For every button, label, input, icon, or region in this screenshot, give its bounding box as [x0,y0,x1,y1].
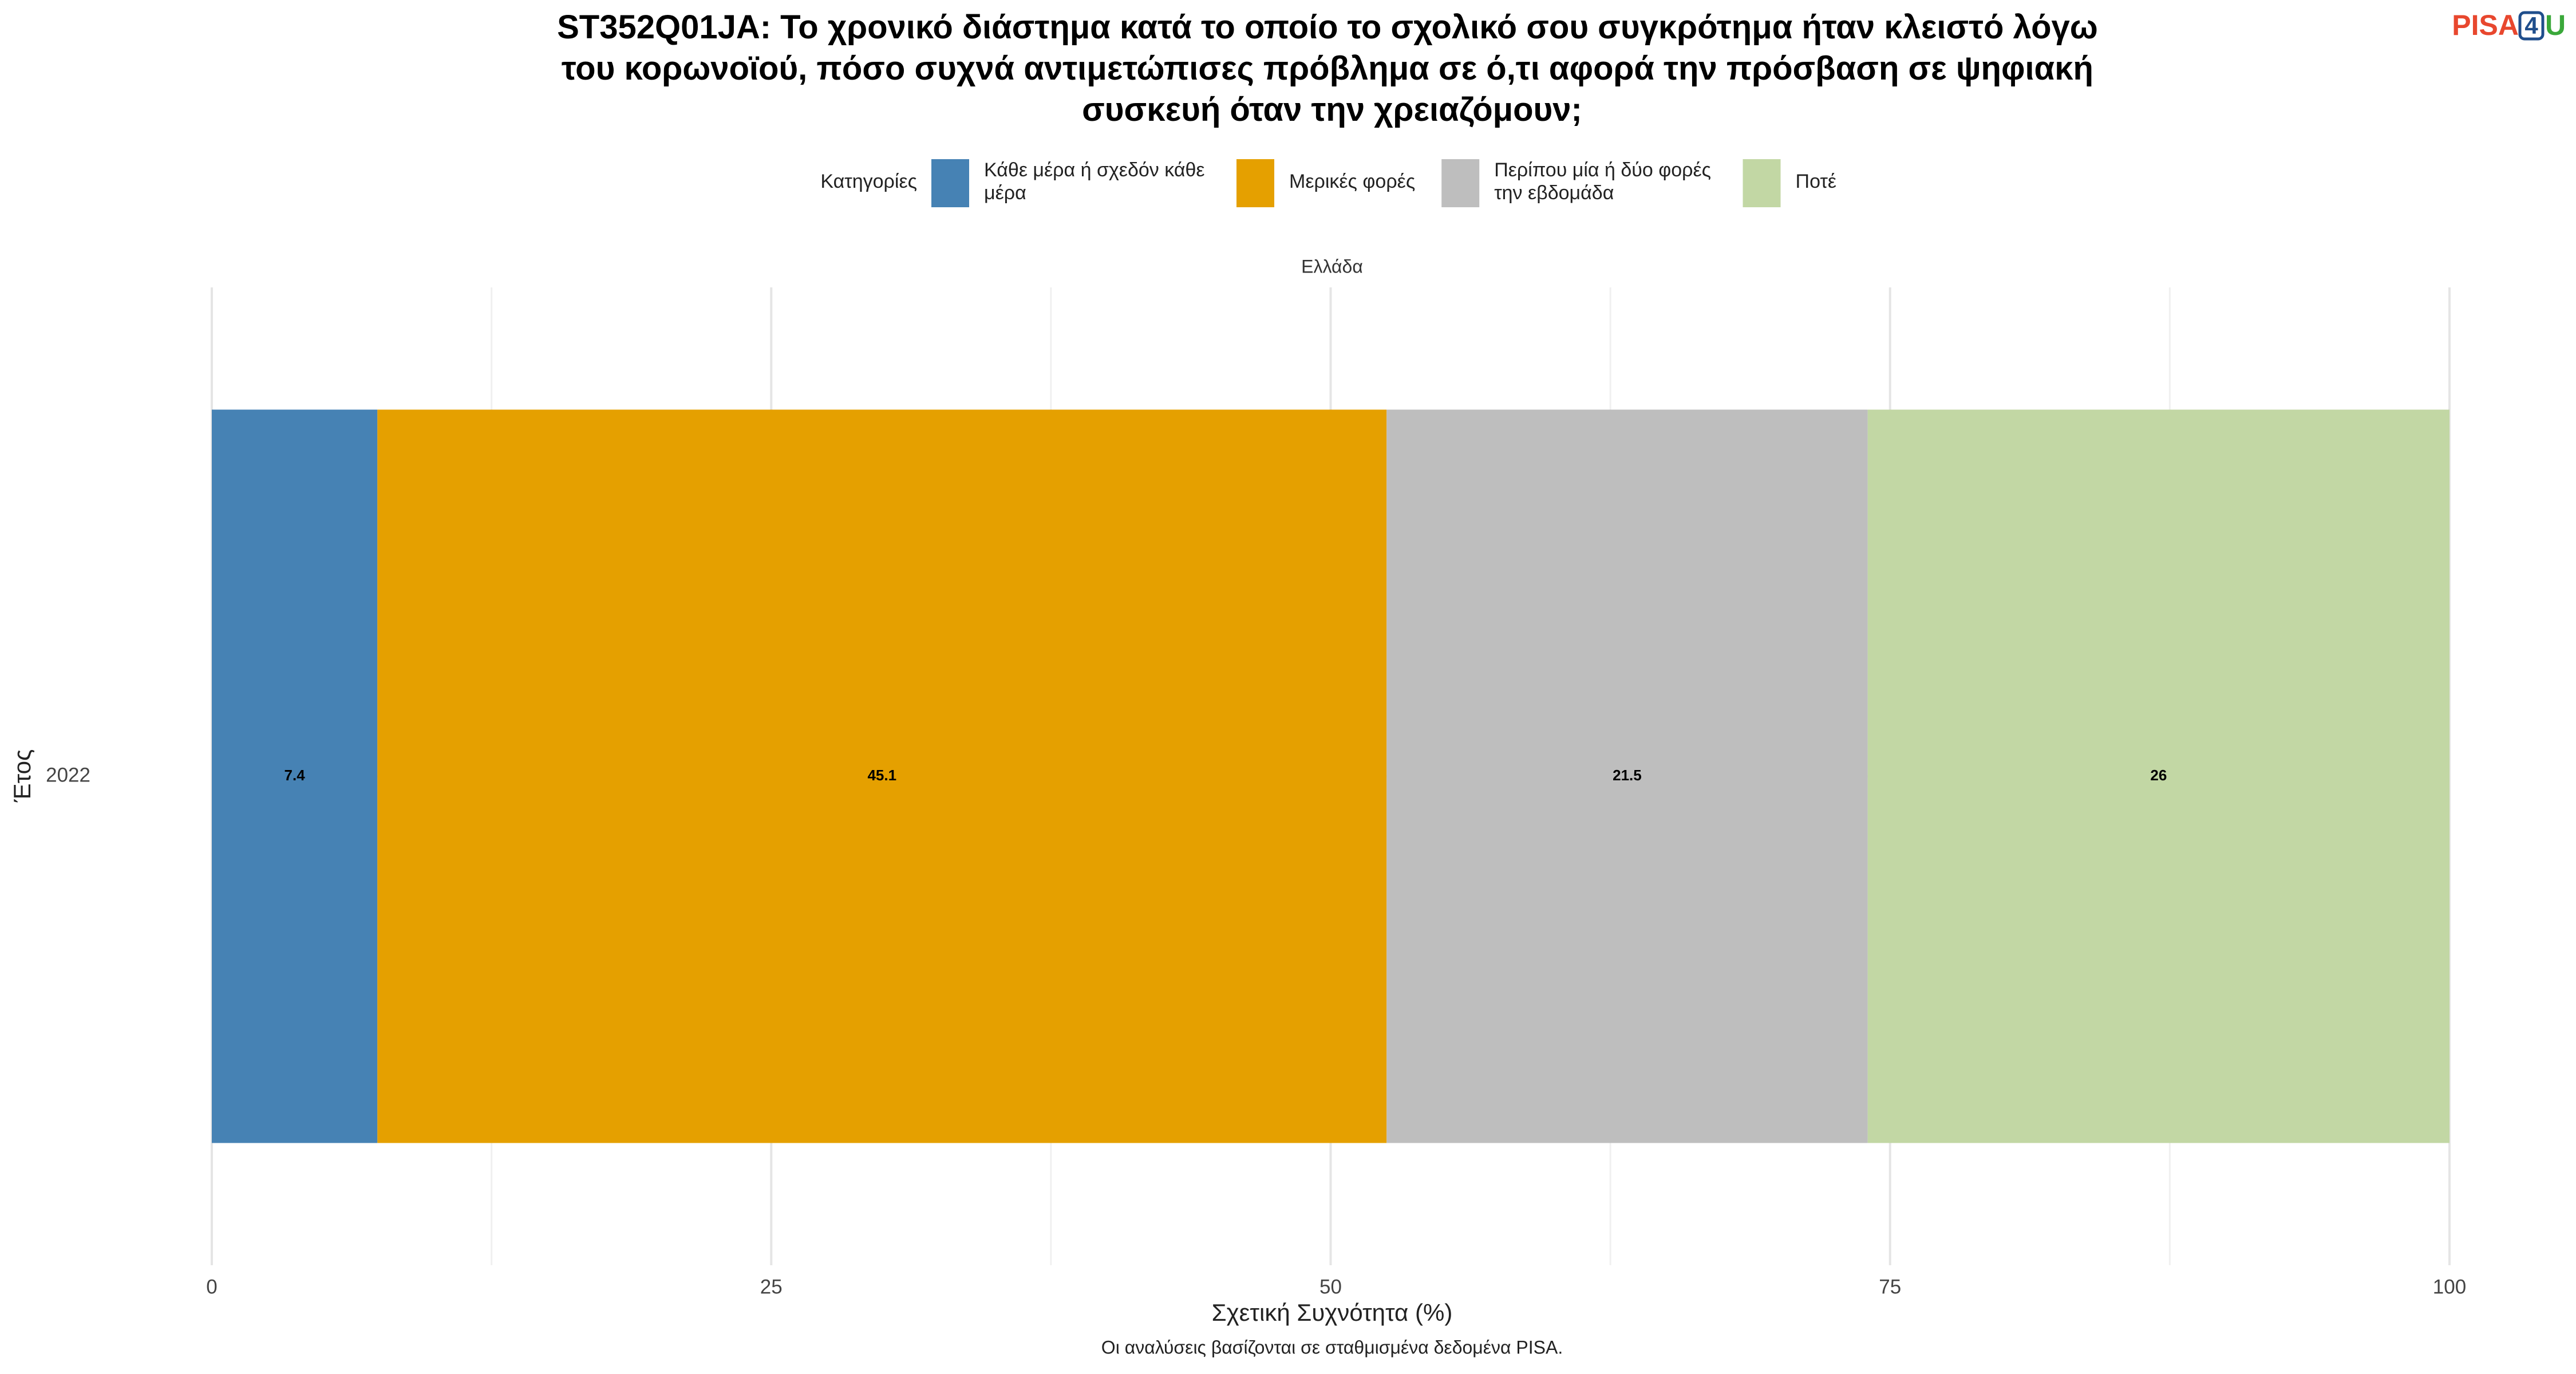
data-label: 26 [2150,767,2167,784]
bar-segment [1386,409,1868,1143]
data-label: 45.1 [867,767,896,784]
legend-swatch [931,159,969,207]
legend-label: Κάθε μέρα ή σχεδόν κάθε μέρα [984,159,1210,204]
caption: Οι αναλύσεις βασίζονται σε σταθμισμένα δ… [1101,1337,1563,1357]
logo-text: 4 [2524,12,2538,39]
bar-segment [377,409,1387,1143]
x-tick-label: 50 [1319,1276,1342,1298]
logo-text: U [2545,9,2566,41]
x-axis-title: Σχετική Συχνότητα (%) [1212,1299,1453,1326]
legend-swatch [1236,159,1275,207]
x-tick-label: 100 [2433,1276,2466,1298]
legend-label: Ποτέ [1796,171,1837,192]
data-label: 7.4 [285,767,306,784]
legend-title: Κατηγορίες [820,171,917,192]
logo-box [2518,11,2545,41]
x-tick-label: 75 [1879,1276,1901,1298]
bar-segment [1867,409,2449,1143]
chart-title: ST352Q01JA: Το χρονικό διάστημα κατά το … [557,9,2107,128]
y-axis-title: Έτος [9,749,35,803]
data-label: 21.5 [1613,767,1642,784]
legend-swatch [1441,159,1480,207]
x-tick-label: 25 [760,1276,783,1298]
legend-label: Μερικές φορές [1289,171,1415,192]
bar-segment [212,409,378,1143]
y-tick-label: 2022 [46,764,90,786]
logo-text: PISA [2452,9,2519,41]
legend-swatch [1743,159,1781,207]
facet-label: Ελλάδα [1301,256,1363,277]
legend-label: Περίπου μία ή δύο φορές την εβδομάδα [1494,159,1716,204]
x-tick-label: 0 [206,1276,217,1298]
